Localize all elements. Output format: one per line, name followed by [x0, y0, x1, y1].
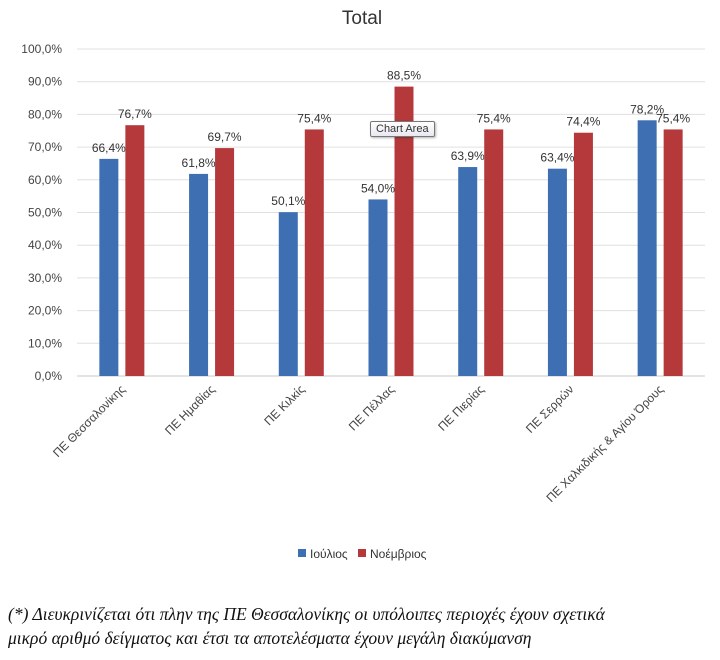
bar-november[interactable] — [304, 129, 324, 376]
data-label: 61,8% — [182, 156, 216, 170]
y-tick-label: 0,0% — [35, 369, 63, 383]
y-tick-label: 70,0% — [28, 140, 62, 154]
chart-area-tooltip: Chart Area — [370, 121, 435, 137]
bar-november[interactable] — [663, 129, 683, 376]
data-label: 74,4% — [566, 115, 600, 129]
data-label: 69,7% — [208, 130, 242, 144]
x-tick-label: ΠΕ Σερρών — [523, 382, 577, 436]
legend-swatch — [298, 549, 306, 557]
y-tick-label: 40,0% — [28, 238, 62, 252]
data-label: 78,2% — [630, 102, 664, 116]
legend-label: Νοέμβριος — [370, 547, 427, 561]
data-label: 88,5% — [387, 69, 421, 83]
y-tick-label: 50,0% — [28, 206, 62, 220]
data-label: 54,0% — [361, 181, 395, 195]
bar-november[interactable] — [573, 132, 593, 376]
bar-november[interactable] — [215, 148, 235, 376]
x-tick-label: ΠΕ Πιερίας — [435, 382, 487, 434]
bar-chart[interactable]: Total 0,0% 10,0% 20,0% 30,0% 40,0% 50,0% 60,0%… — [0, 0, 720, 590]
data-label: 75,4% — [477, 111, 511, 125]
bar-july[interactable] — [637, 120, 657, 376]
legend-label: Ιούλιος — [310, 547, 348, 561]
data-label: 66,4% — [92, 141, 126, 155]
bar-july[interactable] — [458, 167, 478, 376]
y-tick-label: 20,0% — [28, 304, 62, 318]
x-tick-label: ΠΕ Θεσσαλονίκης — [50, 382, 128, 460]
footnote: (*) Διευκρινίζεται ότι πλην της ΠΕ Θεσσα… — [8, 602, 720, 650]
data-label: 75,4% — [297, 111, 331, 125]
y-tick-label: 80,0% — [28, 107, 62, 121]
bar-july[interactable] — [278, 212, 298, 376]
chart-title: Total — [342, 8, 382, 29]
data-label: 50,1% — [271, 194, 305, 208]
bar-november[interactable] — [484, 129, 504, 376]
footnote-line-1: (*) Διευκρινίζεται ότι πλην της ΠΕ Θεσσα… — [8, 604, 605, 624]
data-label: 63,9% — [451, 149, 485, 163]
x-tick-label: ΠΕ Πέλλας — [346, 382, 397, 433]
bar-july[interactable] — [547, 168, 567, 376]
y-tick-label: 90,0% — [28, 75, 62, 89]
data-label: 63,4% — [540, 151, 574, 165]
x-tick-label: ΠΕ Κιλκίς — [261, 382, 307, 428]
y-tick-label: 30,0% — [28, 271, 62, 285]
bar-november[interactable] — [125, 125, 145, 376]
legend-swatch — [358, 549, 366, 557]
data-label: 76,7% — [118, 107, 152, 121]
bar-november[interactable] — [394, 86, 414, 376]
data-label: 75,4% — [656, 111, 690, 125]
x-tick-label: ΠΕ Ημαθίας — [162, 382, 218, 438]
bar-july[interactable] — [99, 158, 119, 376]
bar-july[interactable] — [368, 199, 388, 376]
y-tick-label: 100,0% — [21, 42, 62, 56]
bar-july[interactable] — [189, 173, 209, 376]
y-tick-label: 10,0% — [28, 336, 62, 350]
footnote-line-2: μικρό αριθμό δείγματος και έτσι τα αποτε… — [8, 628, 532, 648]
y-tick-label: 60,0% — [28, 173, 62, 187]
